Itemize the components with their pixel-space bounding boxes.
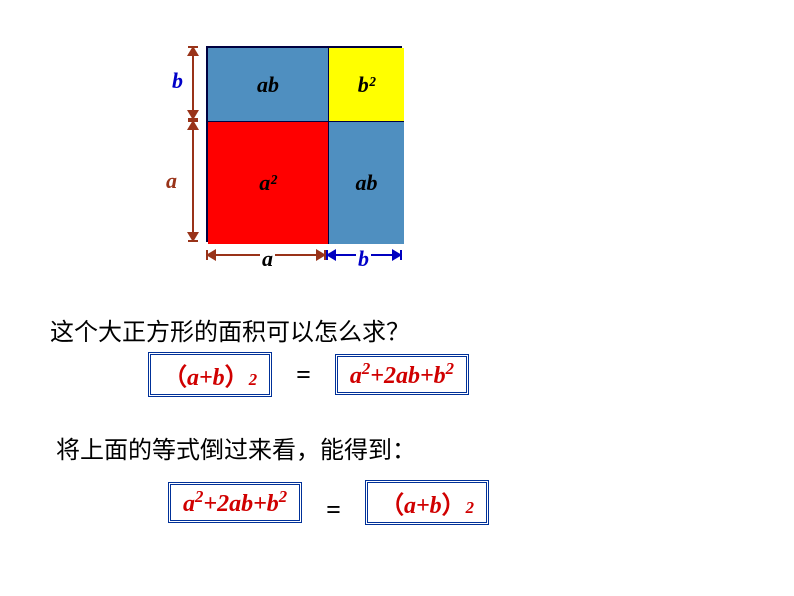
dim-a-bottom-label: a (260, 246, 275, 272)
cell-ab-right: ab (328, 122, 404, 244)
dim-b-bottom-label: b (356, 246, 371, 272)
formula-row-1: （a+b）2 = a2+2ab+b2 (148, 352, 469, 397)
formula-rhs-2: （a+b）2 (365, 480, 489, 525)
formula-lhs-2: a2+2ab+b2 (168, 482, 302, 523)
square-diagram: b a ab b² a² ab a (206, 46, 402, 242)
equals-2: = (326, 495, 341, 525)
paren-open: （ (163, 357, 187, 392)
dim-a-left-label: a (166, 168, 177, 194)
question-text-1: 这个大正方形的面积可以怎么求？ (50, 312, 410, 347)
rhs1-body: a2+2ab+b2 (350, 359, 454, 390)
formula-row-2: a2+2ab+b2 = （a+b）2 (168, 480, 489, 525)
formula-lhs-1: （a+b）2 (148, 352, 272, 397)
paren-close: ） (225, 357, 249, 392)
cell-a-squared: a² (208, 122, 328, 244)
paren-open-2: （ (380, 485, 404, 520)
dim-b-left-label: b (172, 68, 183, 94)
page: b a ab b² a² ab a (0, 0, 794, 596)
rhs2-sup: 2 (466, 498, 474, 518)
equals-1: = (296, 360, 311, 390)
paren-close-2: ） (442, 485, 466, 520)
question-text-2: 将上面的等式倒过来看，能得到： (56, 430, 416, 465)
cell-ab-top: ab (208, 48, 328, 122)
cell-b-squared: b² (328, 48, 404, 122)
lhs1-sup: 2 (249, 370, 257, 390)
lhs1-body: a+b (187, 365, 225, 392)
rhs2-body: a+b (404, 493, 442, 520)
lhs2-body: a2+2ab+b2 (183, 487, 287, 518)
formula-rhs-1: a2+2ab+b2 (335, 354, 469, 395)
square-grid: ab b² a² ab (206, 46, 402, 242)
